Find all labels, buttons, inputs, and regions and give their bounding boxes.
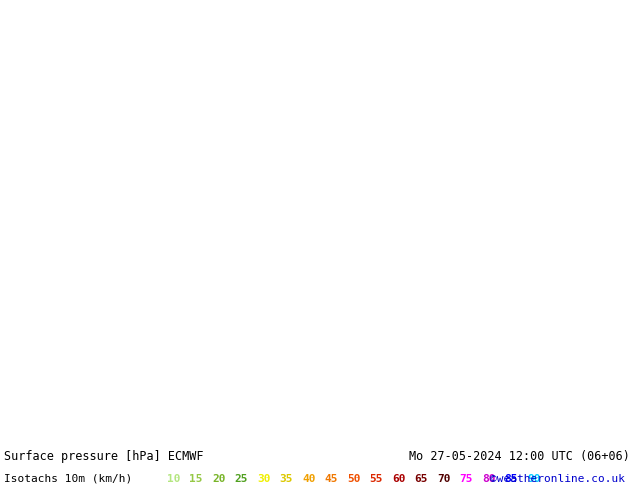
Text: 25: 25: [235, 474, 248, 484]
Text: 35: 35: [280, 474, 293, 484]
Text: 80: 80: [482, 474, 496, 484]
Text: 75: 75: [460, 474, 473, 484]
Text: 20: 20: [212, 474, 226, 484]
Text: 85: 85: [505, 474, 518, 484]
Text: 50: 50: [347, 474, 361, 484]
Text: Surface pressure [hPa] ECMWF: Surface pressure [hPa] ECMWF: [4, 450, 204, 464]
Text: 30: 30: [257, 474, 271, 484]
Text: 45: 45: [325, 474, 338, 484]
Text: 55: 55: [370, 474, 383, 484]
Text: 65: 65: [415, 474, 428, 484]
Text: Isotachs 10m (km/h): Isotachs 10m (km/h): [4, 474, 133, 484]
Text: Mo 27-05-2024 12:00 UTC (06+06): Mo 27-05-2024 12:00 UTC (06+06): [409, 450, 630, 464]
Text: 70: 70: [437, 474, 451, 484]
Text: 15: 15: [190, 474, 203, 484]
Text: ©weatheronline.co.uk: ©weatheronline.co.uk: [490, 474, 625, 484]
Text: 90: 90: [527, 474, 541, 484]
Text: 60: 60: [392, 474, 406, 484]
Text: 40: 40: [302, 474, 316, 484]
Text: 10: 10: [167, 474, 181, 484]
